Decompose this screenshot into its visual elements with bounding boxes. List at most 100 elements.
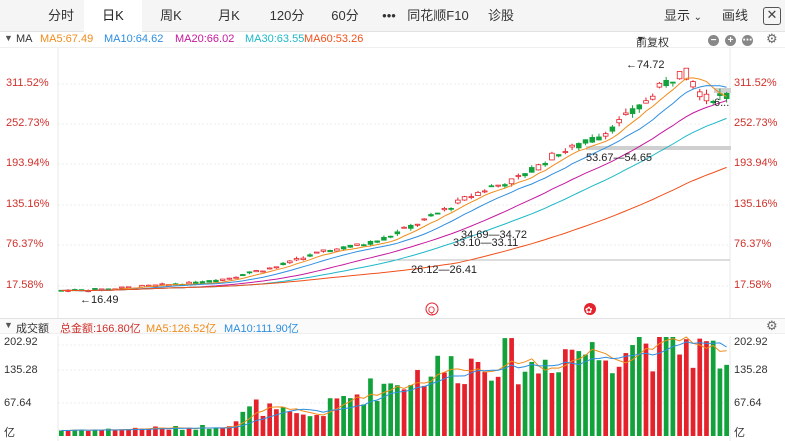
minus-icon[interactable]: − <box>708 35 719 46</box>
candle-body <box>609 126 616 132</box>
volume-bars <box>59 336 729 436</box>
volume-bar <box>132 427 138 436</box>
settings-icon[interactable]: ⋯ <box>742 35 753 46</box>
volume-total: 总金额:166.80亿 <box>60 323 141 335</box>
volume-bar <box>280 407 286 436</box>
volume-bar <box>321 416 326 436</box>
volume-bar <box>509 338 514 436</box>
tab-weekly-k[interactable]: 周K <box>160 7 182 23</box>
volume-bar <box>65 430 71 436</box>
volume-bar <box>334 398 340 436</box>
volume-bar <box>99 430 105 436</box>
high-price-label: 74.72 <box>637 59 665 71</box>
candle-body <box>569 144 575 148</box>
candle-body <box>280 262 286 266</box>
gear-icon[interactable]: ⚙ <box>766 318 778 333</box>
ma20-value: MA20:66.02 <box>175 33 235 45</box>
volume-bar <box>347 398 353 436</box>
volume-bar <box>388 383 393 436</box>
volume-bar <box>220 427 225 436</box>
volume-bar <box>72 429 78 436</box>
candle-body <box>421 218 427 221</box>
price-axis-left-3: 135.16% <box>6 198 50 210</box>
tab-daily-k[interactable]: 日K <box>84 0 142 32</box>
volume-bar <box>153 426 158 436</box>
volume-bar <box>495 376 501 436</box>
volume-bar <box>435 355 441 436</box>
ma60-value: MA60:53.26 <box>304 33 364 45</box>
candle-body <box>475 192 481 196</box>
volume-bar <box>294 413 299 436</box>
volume-bar <box>502 338 508 436</box>
volume-bar <box>663 337 669 436</box>
gear-icon[interactable]: ⚙ <box>766 31 778 46</box>
last-price-label: 6... <box>714 97 729 109</box>
display-menu[interactable]: 显示 ⌄ <box>654 0 712 32</box>
candle-body <box>602 133 609 137</box>
volume-bar <box>92 429 98 436</box>
candle-body <box>287 260 293 264</box>
candle-body <box>340 246 347 250</box>
plus-icon[interactable]: + <box>725 35 736 46</box>
candle-body <box>246 271 253 274</box>
candle-body <box>213 279 219 283</box>
more-tabs-button[interactable]: ••• <box>382 7 396 23</box>
chevron-down-icon: ⌄ <box>693 11 703 23</box>
candle-body <box>589 137 595 143</box>
volume-bar <box>126 429 131 436</box>
candle-body <box>367 240 374 245</box>
volume-axis-left-0: 202.92 <box>4 336 38 348</box>
event-badge-q <box>425 302 439 316</box>
volume-bar <box>300 414 306 436</box>
volume-bar <box>576 351 582 436</box>
volume-bar <box>193 429 199 436</box>
chart-grid <box>57 48 731 441</box>
candle-body <box>670 81 676 84</box>
candle-body <box>649 95 656 100</box>
high-marker: ←74.72 <box>626 59 665 71</box>
tab-60min[interactable]: 60分 <box>331 7 359 23</box>
volume-bar <box>85 430 91 436</box>
range-label-3: 33.10—33.11 <box>453 237 518 249</box>
candle-body <box>119 286 125 289</box>
volume-bar <box>381 383 387 436</box>
volume-bar <box>341 395 346 436</box>
collapse-icon[interactable]: ▼ <box>4 33 13 43</box>
candle-body <box>461 196 468 201</box>
collapse-icon[interactable]: ▼ <box>4 320 13 330</box>
tab-120min[interactable]: 120分 <box>269 7 305 23</box>
volume-bar <box>515 384 521 436</box>
volume-bar <box>408 384 414 436</box>
volume-bar <box>206 429 212 436</box>
volume-bar <box>186 427 192 436</box>
volume-bar <box>247 406 252 436</box>
low-marker: ←16.49 <box>80 294 119 306</box>
tab-diagnose[interactable]: 诊股 <box>487 7 514 23</box>
volume-bar <box>468 358 474 436</box>
candle-body <box>596 136 602 141</box>
event-badge-q-label: Q <box>428 305 435 315</box>
tab-monthly-k[interactable]: 月K <box>218 7 240 23</box>
candle-body <box>253 270 259 273</box>
volume-bar <box>610 373 615 436</box>
tab-f10[interactable]: 同花顺F10 <box>407 7 469 23</box>
adjust-mode-label: 前复权 <box>636 37 669 49</box>
candle-body <box>623 112 629 115</box>
candle-body <box>656 82 663 88</box>
volume-bar <box>569 349 575 436</box>
moving-average-lines <box>61 77 727 292</box>
volume-bar <box>173 426 178 436</box>
tab-intraday[interactable]: 分时 <box>47 7 74 23</box>
candle-body <box>481 190 488 193</box>
close-icon[interactable]: ✕ <box>763 7 781 25</box>
volume-bar <box>583 354 588 436</box>
volume-title: 成交额 <box>16 323 49 335</box>
price-axis-right-0: 311.52% <box>734 77 777 89</box>
ma5-value: MA5:67.49 <box>40 33 94 45</box>
volume-bar <box>670 337 676 436</box>
candle-body <box>468 196 475 199</box>
volume-bar <box>59 430 64 436</box>
candle-body <box>502 184 508 187</box>
draw-line-tab[interactable]: 画线 <box>721 7 748 23</box>
